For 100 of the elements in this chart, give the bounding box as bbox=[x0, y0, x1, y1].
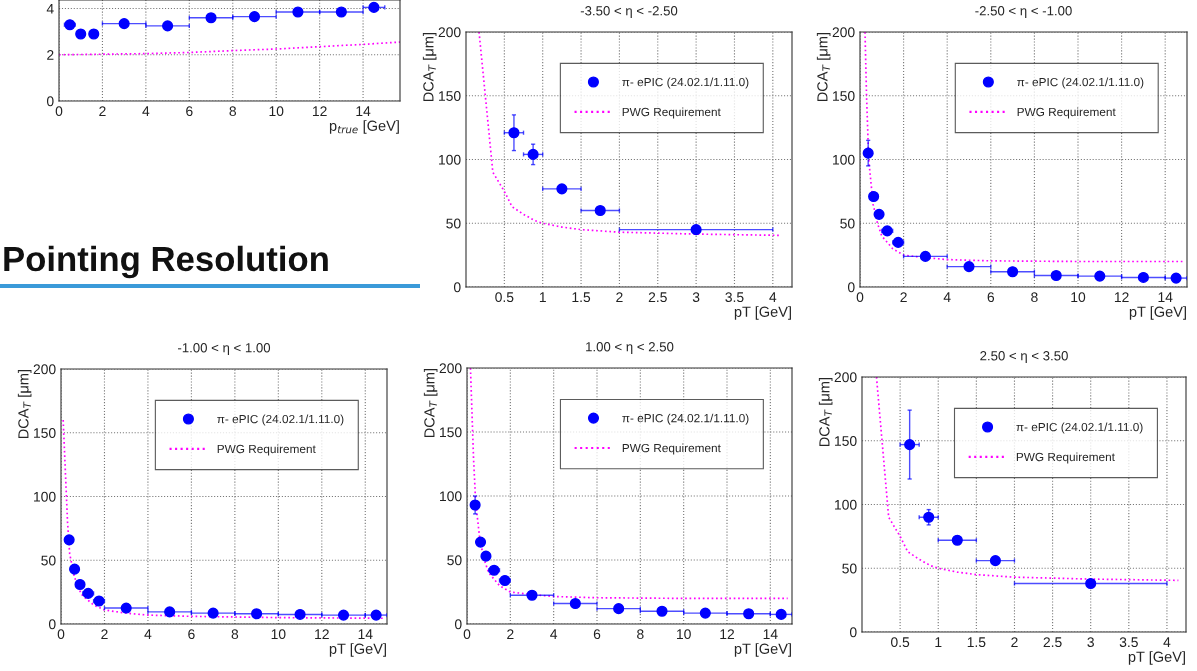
point bbox=[164, 606, 176, 618]
point bbox=[118, 18, 130, 30]
chart-title: 1.00 < η < 2.50 bbox=[586, 342, 674, 355]
point bbox=[656, 605, 668, 617]
point bbox=[862, 147, 874, 159]
x-axis-title: pT [GeV] bbox=[329, 643, 386, 657]
legend-label: PWG Requirement bbox=[622, 443, 721, 455]
point bbox=[1137, 271, 1149, 283]
point bbox=[337, 609, 350, 621]
x-tick-label: 0 bbox=[57, 629, 65, 640]
point bbox=[868, 190, 880, 203]
point bbox=[207, 607, 219, 619]
legend-label: PWG Requirement bbox=[217, 444, 316, 456]
legend-label: π- ePIC (24.02.1/1.11.0) bbox=[622, 77, 749, 89]
x-tick-label: 4 bbox=[943, 292, 951, 302]
chart-title: 2.50 < η < 3.50 bbox=[980, 351, 1068, 364]
x-tick-label: 10 bbox=[269, 106, 284, 117]
y-tick-label: 50 bbox=[447, 555, 462, 566]
x-tick-label: 12 bbox=[312, 106, 327, 116]
point bbox=[963, 261, 975, 273]
point bbox=[904, 439, 916, 451]
chart-title: -2.50 < η < -1.00 bbox=[975, 6, 1072, 19]
x-tick-label: 0 bbox=[856, 292, 864, 303]
x-tick-label: 4 bbox=[1163, 637, 1171, 647]
point bbox=[251, 608, 263, 620]
x-axis-title: pT [GeV] bbox=[1129, 306, 1186, 320]
point bbox=[162, 20, 174, 32]
legend-label: π- ePIC (24.02.1/1.11.0) bbox=[1016, 422, 1143, 434]
y-tick-label: 50 bbox=[41, 555, 56, 566]
y-tick-label: 150 bbox=[439, 91, 461, 101]
x-tick-label: 6 bbox=[188, 629, 195, 640]
y-tick-label: 2 bbox=[47, 50, 54, 60]
y-tick-label: 150 bbox=[34, 428, 56, 438]
legend-label: π- ePIC (24.02.1/1.11.0) bbox=[217, 414, 344, 426]
legend-label: π- ePIC (24.02.1/1.11.0) bbox=[622, 413, 749, 425]
x-tick-label: 6 bbox=[593, 629, 601, 640]
x-tick-label: 14 bbox=[356, 106, 371, 116]
legend-label: PWG Requirement bbox=[622, 107, 721, 119]
legend-label: π- ePIC (24.02.1/1.11.0) bbox=[1017, 77, 1144, 89]
x-tick-label: 2 bbox=[900, 292, 907, 302]
point bbox=[699, 607, 711, 619]
x-tick-label: 4 bbox=[550, 629, 558, 639]
y-tick-label: 200 bbox=[438, 27, 461, 38]
y-tick-label: 0 bbox=[46, 96, 54, 107]
x-tick-label: 14 bbox=[1158, 292, 1173, 302]
point bbox=[1007, 266, 1019, 278]
x-tick-label: 3 bbox=[1087, 637, 1094, 648]
point bbox=[989, 555, 1001, 567]
x-axis-title: pT [GeV] bbox=[734, 306, 791, 320]
point bbox=[743, 608, 755, 620]
point bbox=[690, 224, 702, 236]
y-tick-label: 100 bbox=[34, 491, 56, 502]
point bbox=[873, 208, 885, 220]
y-axis-title: DCA$_{T}$ [μm] bbox=[816, 33, 831, 102]
x-tick-label: 4 bbox=[769, 292, 777, 302]
y-tick-label: 4 bbox=[46, 4, 54, 14]
x-axis-title: pT [GeV] bbox=[734, 643, 791, 657]
y-tick-label: 200 bbox=[33, 364, 56, 375]
x-tick-label: 8 bbox=[637, 629, 644, 640]
point bbox=[526, 589, 538, 601]
y-axis-title: DCA$_{T}$ [μm] bbox=[17, 370, 32, 439]
point bbox=[480, 550, 492, 562]
y-axis-title: DCA$_{T}$ [μm] bbox=[423, 369, 438, 438]
y-tick-label: 100 bbox=[833, 154, 855, 165]
y-tick-label: 0 bbox=[847, 282, 855, 293]
point bbox=[294, 608, 306, 620]
x-tick-label: 10 bbox=[1071, 292, 1086, 303]
point bbox=[1050, 269, 1062, 282]
y-tick-label: 150 bbox=[833, 91, 855, 101]
point bbox=[508, 127, 520, 139]
chart-title: -1.00 < η < 1.00 bbox=[178, 343, 271, 356]
point bbox=[88, 28, 100, 40]
x-axis-title: pT [GeV] bbox=[1128, 651, 1185, 665]
x-tick-label: 2.5 bbox=[648, 292, 667, 303]
x-tick-label: 6 bbox=[987, 292, 995, 303]
x-tick-label: 4 bbox=[144, 629, 152, 639]
point bbox=[1170, 272, 1182, 284]
x-tick-label: 2 bbox=[99, 106, 106, 116]
x-tick-label: 12 bbox=[720, 629, 735, 639]
x-tick-label: 14 bbox=[358, 629, 373, 639]
point bbox=[613, 603, 625, 615]
x-tick-label: 14 bbox=[763, 629, 778, 639]
x-tick-label: 8 bbox=[1031, 292, 1038, 303]
x-tick-label: 12 bbox=[315, 629, 329, 639]
y-axis-title: DCA$_{T}$ [μm] bbox=[818, 378, 833, 447]
point bbox=[1094, 270, 1106, 282]
x-tick-label: 0.5 bbox=[891, 637, 910, 648]
y-tick-label: 200 bbox=[439, 363, 462, 374]
x-tick-label: 2 bbox=[1011, 637, 1018, 647]
x-tick-label: 1.5 bbox=[572, 292, 591, 303]
point bbox=[556, 183, 568, 195]
point bbox=[1085, 577, 1097, 590]
x-tick-label: 4 bbox=[142, 106, 150, 116]
y-tick-label: 150 bbox=[440, 427, 462, 438]
x-tick-label: 2 bbox=[507, 629, 514, 639]
point bbox=[248, 11, 261, 23]
x-tick-label: 10 bbox=[271, 629, 286, 640]
chart-title: -3.50 < η < -2.50 bbox=[580, 6, 678, 19]
y-tick-label: 0 bbox=[453, 282, 461, 293]
x-tick-label: 3.5 bbox=[725, 292, 744, 303]
